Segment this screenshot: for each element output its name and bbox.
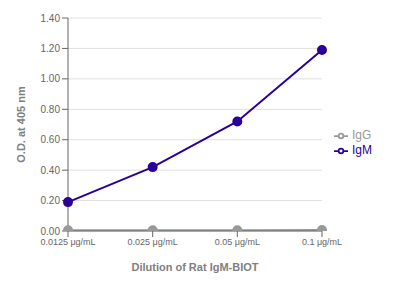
svg-text:1.40: 1.40 <box>41 13 61 24</box>
html-text:IgM: IgM <box>352 143 372 157</box>
svg-text:0.00: 0.00 <box>41 226 61 237</box>
svg-text:O.D. at 405 nm: O.D. at 405 nm <box>15 86 27 163</box>
svg-text:0.80: 0.80 <box>41 104 61 115</box>
svg-text:0.60: 0.60 <box>41 134 61 145</box>
svg-text:1.00: 1.00 <box>41 73 61 84</box>
svg-text:0.20: 0.20 <box>41 195 61 206</box>
svg-text:1.20: 1.20 <box>41 43 61 54</box>
svg-text:0.1 μg/mL: 0.1 μg/mL <box>302 237 342 247</box>
svg-text:0.025 μg/mL: 0.025 μg/mL <box>128 237 178 247</box>
html-text:IgG: IgG <box>352 128 372 143</box>
svg-text:Dilution of Rat IgM-BIOT: Dilution of Rat IgM-BIOT <box>131 261 258 273</box>
svg-text:0.05 μg/mL: 0.05 μg/mL <box>215 237 260 247</box>
svg-text:0.40: 0.40 <box>41 165 61 176</box>
svg-text:0.0125 μg/mL: 0.0125 μg/mL <box>40 237 95 247</box>
